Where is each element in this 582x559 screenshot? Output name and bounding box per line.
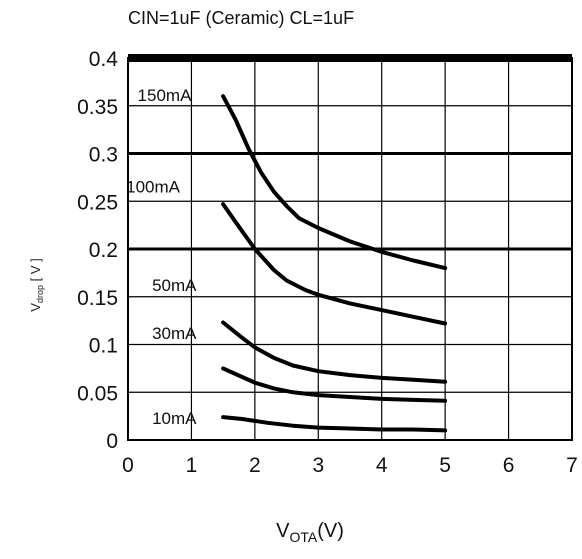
x-tick-label: 1: [186, 454, 198, 477]
x-tick-label: 0: [122, 454, 134, 477]
series-label: 30mA: [152, 324, 197, 343]
y-tick-label: 0.1: [89, 335, 118, 358]
x-tick-label: 5: [439, 454, 451, 477]
x-tick-label: 2: [249, 454, 261, 477]
y-tick-label: 0.15: [77, 287, 118, 310]
tick-layer: 0 1 2 3 4 5 6 7 0 0.05 0.1 0.15 0.2 0.25 0.3 0.35 0.4: [77, 48, 578, 477]
chart-title: CIN=1uF (Ceramic) CL=1uF: [128, 8, 355, 28]
series-line: [221, 415, 448, 433]
y-tick-label: 0.35: [77, 96, 118, 119]
x-axis-label: VOTA(V): [276, 520, 344, 545]
series-label: 10mA: [152, 409, 197, 428]
y-tick-label: 0.3: [89, 144, 118, 167]
y-axis-label-main: V: [28, 303, 43, 312]
series-layer: [221, 94, 448, 433]
y-tick-label: 0.25: [77, 191, 118, 214]
series-line: [221, 202, 448, 326]
y-tick-label: 0: [106, 430, 118, 453]
x-tick-label: 4: [376, 454, 388, 477]
series-line: [221, 320, 448, 384]
series-line: [221, 94, 448, 271]
series-label: 100mA: [126, 178, 181, 197]
x-axis-label-main: V: [276, 520, 290, 542]
y-axis-label: Vdrop [ V ]: [28, 258, 45, 311]
y-axis-label-unit: [ V ]: [28, 258, 43, 285]
series-line: [221, 366, 448, 403]
series-label: 150mA: [138, 86, 193, 105]
svg-text:Vdrop [ V ]: Vdrop [ V ]: [28, 258, 45, 311]
x-tick-label: 3: [312, 454, 324, 477]
grid-layer: [128, 58, 572, 440]
y-tick-label: 0.4: [89, 48, 119, 71]
x-tick-label: 7: [566, 454, 578, 477]
series-label: 50mA: [152, 276, 197, 295]
y-tick-label: 0.05: [77, 382, 118, 405]
y-axis-label-sub: drop: [35, 285, 45, 303]
x-axis-label-sub: OTA: [289, 529, 317, 545]
x-tick-label: 6: [503, 454, 515, 477]
x-axis-label-unit: (V): [317, 520, 344, 542]
y-tick-label: 0.2: [89, 239, 118, 262]
series-label-layer: 150mA 100mA 50mA 30mA 10mA: [126, 86, 197, 428]
